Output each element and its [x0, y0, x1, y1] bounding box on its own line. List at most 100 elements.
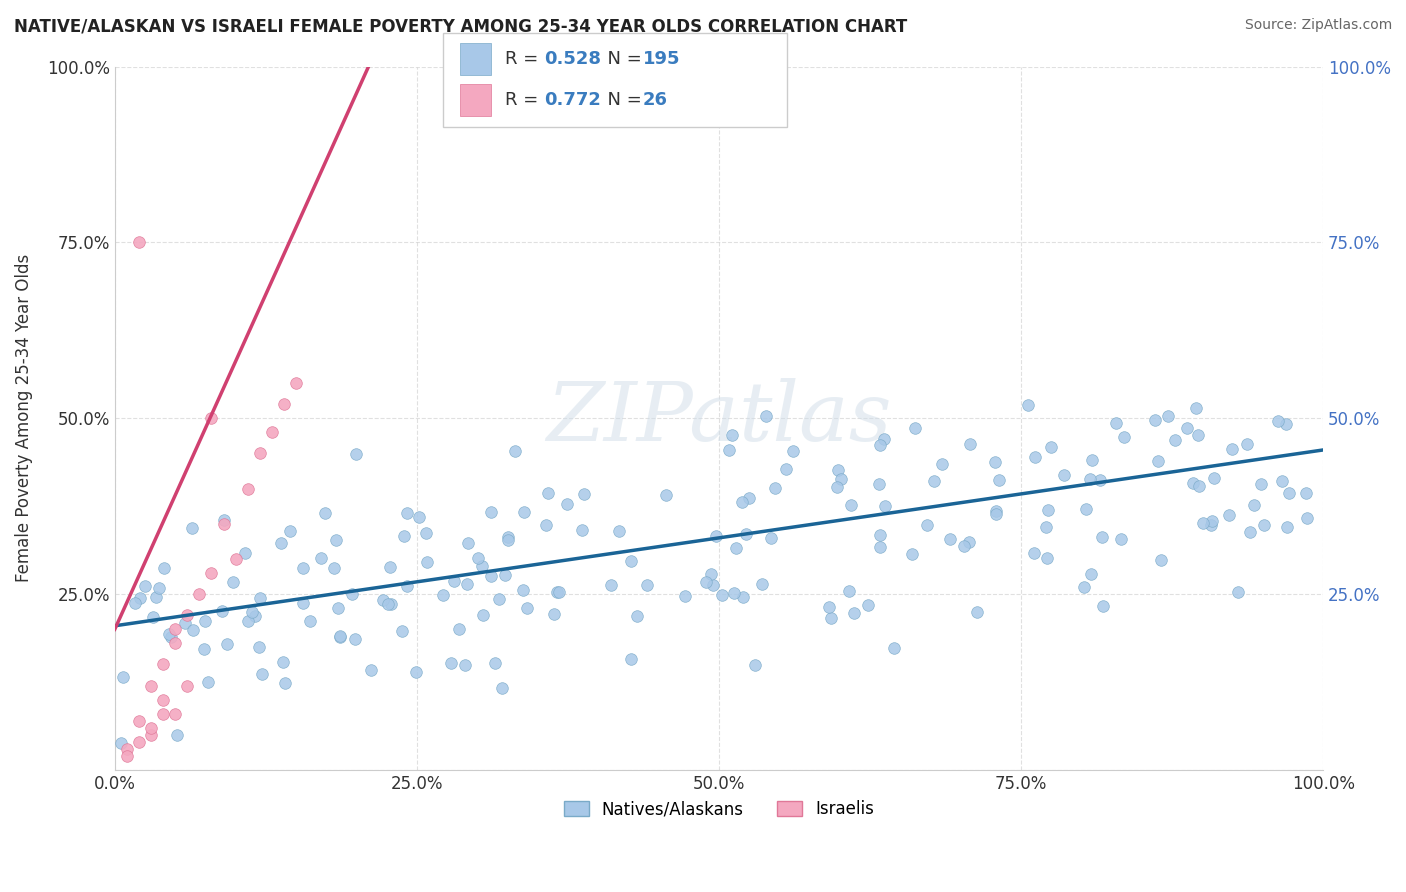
- Point: [152, 692, 174, 706]
- Point: [298, 614, 321, 628]
- Point: [110, 736, 132, 750]
- Point: [1022, 546, 1045, 560]
- Point: [236, 614, 259, 628]
- Point: [1036, 503, 1059, 517]
- Point: [249, 591, 271, 605]
- Point: [841, 498, 863, 512]
- Point: [873, 432, 896, 446]
- Point: [344, 447, 367, 461]
- Point: [139, 721, 162, 735]
- Point: [405, 665, 427, 679]
- Point: [883, 640, 905, 655]
- Point: [763, 481, 786, 495]
- Point: [1157, 409, 1180, 423]
- Text: R =: R =: [505, 92, 544, 110]
- Point: [457, 535, 479, 549]
- Point: [128, 591, 150, 606]
- Point: [782, 444, 804, 458]
- Point: [1267, 413, 1289, 427]
- Point: [1074, 502, 1097, 516]
- Point: [165, 706, 187, 721]
- Point: [128, 735, 150, 749]
- Point: [211, 604, 233, 618]
- Point: [1040, 440, 1063, 454]
- Point: [152, 657, 174, 672]
- Point: [702, 578, 724, 592]
- Point: [988, 473, 1011, 487]
- Point: [869, 438, 891, 452]
- Point: [986, 507, 1008, 521]
- Point: [1150, 552, 1173, 566]
- Text: N =: N =: [596, 92, 648, 110]
- Text: NATIVE/ALASKAN VS ISRAELI FEMALE POVERTY AMONG 25-34 YEAR OLDS CORRELATION CHART: NATIVE/ALASKAN VS ISRAELI FEMALE POVERTY…: [14, 18, 907, 36]
- Point: [142, 609, 165, 624]
- Point: [775, 462, 797, 476]
- Point: [471, 559, 494, 574]
- Point: [966, 605, 988, 619]
- Point: [225, 552, 247, 566]
- Point: [1080, 452, 1102, 467]
- Point: [278, 524, 301, 538]
- Point: [868, 477, 890, 491]
- Point: [488, 591, 510, 606]
- Point: [1080, 472, 1102, 486]
- Point: [380, 560, 402, 574]
- Point: [183, 623, 205, 637]
- Point: [546, 585, 568, 599]
- Point: [856, 599, 879, 613]
- Point: [200, 566, 222, 580]
- Point: [1185, 401, 1208, 416]
- Point: [396, 579, 419, 593]
- Point: [395, 506, 418, 520]
- Point: [557, 497, 579, 511]
- Point: [1202, 471, 1225, 485]
- Point: [165, 623, 187, 637]
- Point: [176, 679, 198, 693]
- Point: [471, 608, 494, 623]
- Point: [718, 443, 741, 458]
- Point: [432, 588, 454, 602]
- Point: [373, 593, 395, 607]
- Point: [735, 526, 758, 541]
- Point: [217, 637, 239, 651]
- Point: [153, 561, 176, 575]
- Point: [738, 491, 761, 506]
- Point: [479, 505, 502, 519]
- Point: [817, 599, 839, 614]
- Point: [222, 575, 245, 590]
- Point: [695, 575, 717, 590]
- Point: [292, 596, 315, 610]
- Point: [1296, 511, 1319, 525]
- Y-axis label: Female Poverty Among 25-34 Year Olds: Female Poverty Among 25-34 Year Olds: [15, 254, 32, 582]
- Point: [115, 748, 138, 763]
- Point: [152, 706, 174, 721]
- Text: 26: 26: [643, 92, 668, 110]
- Point: [270, 536, 292, 550]
- Point: [1295, 486, 1317, 500]
- Point: [1236, 437, 1258, 451]
- Point: [236, 482, 259, 496]
- Point: [160, 630, 183, 644]
- Point: [1239, 525, 1261, 540]
- Point: [904, 420, 927, 434]
- Point: [869, 528, 891, 542]
- Point: [1201, 514, 1223, 528]
- Point: [139, 679, 162, 693]
- Point: [1253, 518, 1275, 533]
- Point: [139, 728, 162, 742]
- Point: [467, 550, 489, 565]
- Point: [922, 474, 945, 488]
- Point: [574, 487, 596, 501]
- Point: [377, 597, 399, 611]
- Point: [1164, 433, 1187, 447]
- Point: [1017, 398, 1039, 412]
- Point: [513, 505, 536, 519]
- Point: [733, 591, 755, 605]
- Point: [744, 657, 766, 672]
- Point: [273, 397, 295, 411]
- Point: [484, 656, 506, 670]
- Point: [953, 539, 976, 553]
- Point: [323, 561, 346, 575]
- Point: [394, 529, 416, 543]
- Point: [1091, 530, 1114, 544]
